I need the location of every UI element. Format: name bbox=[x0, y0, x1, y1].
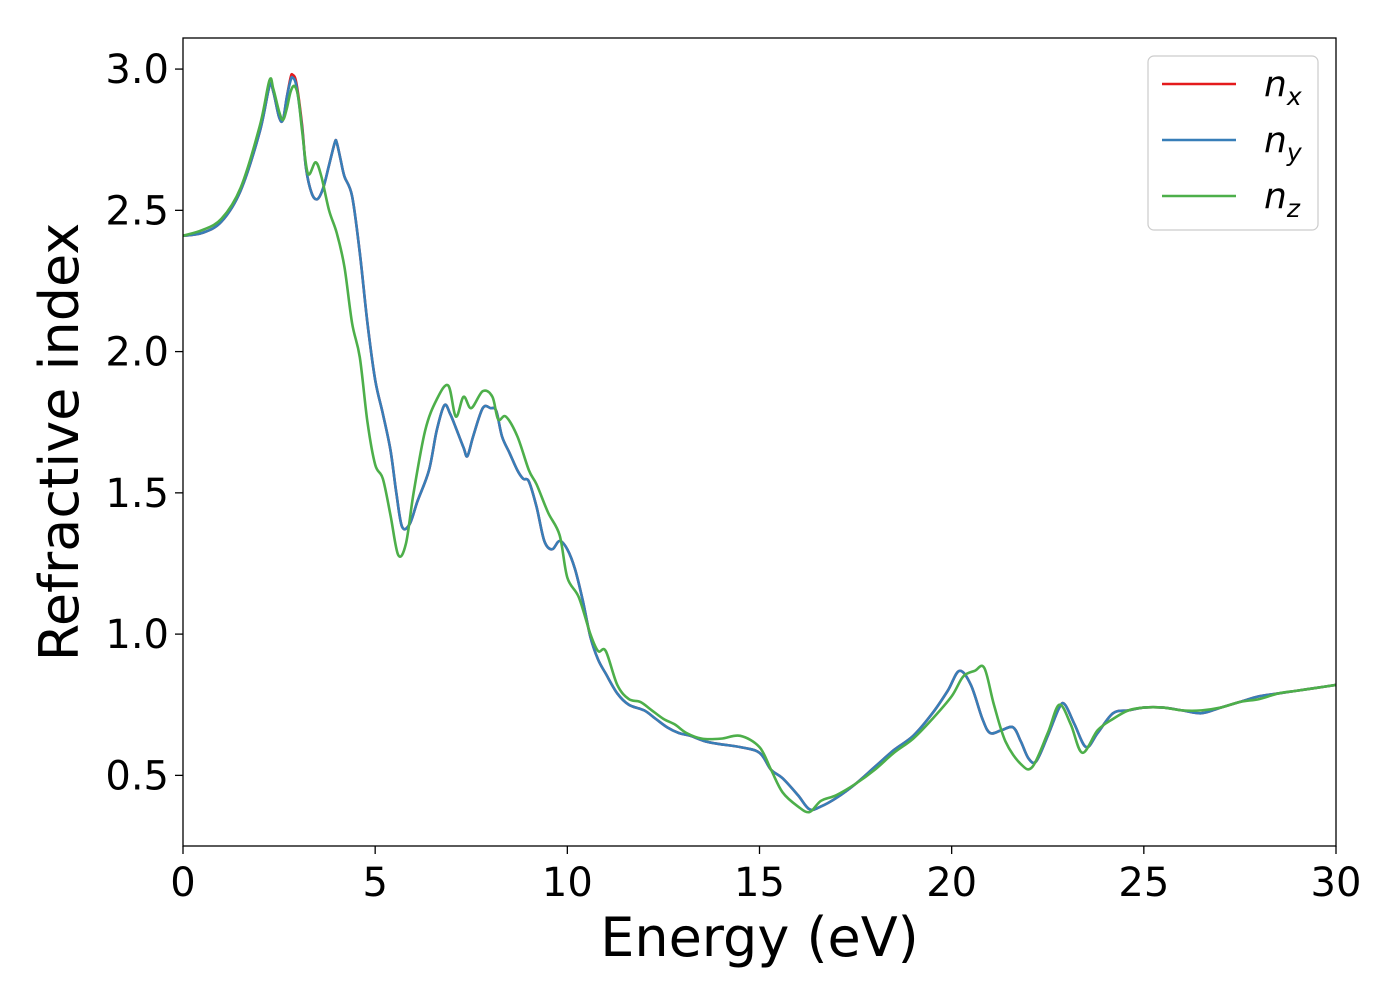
y-tick-label: 1.5 bbox=[105, 471, 169, 517]
series-layer bbox=[183, 72, 1336, 814]
legend-label-ny: ny bbox=[1264, 120, 1303, 167]
legend-box bbox=[1147, 55, 1319, 231]
x-tick-label: 15 bbox=[734, 860, 785, 906]
y-tick-label: 3.0 bbox=[105, 47, 169, 93]
y-tick-label: 0.5 bbox=[105, 753, 169, 799]
legend: nx ny nz bbox=[1147, 55, 1319, 231]
x-tick-label: 20 bbox=[926, 860, 977, 906]
x-tick-label: 30 bbox=[1311, 860, 1362, 906]
y-tick-label: 1.0 bbox=[105, 612, 169, 658]
x-tick-label: 0 bbox=[170, 860, 195, 906]
x-axis-ticks: 0 5 10 15 20 25 30 bbox=[170, 846, 1361, 906]
legend-label-nx: nx bbox=[1264, 64, 1302, 111]
x-tick-label: 5 bbox=[362, 860, 387, 906]
y-axis-title: Refractive index bbox=[28, 223, 91, 662]
y-tick-label: 2.5 bbox=[105, 188, 169, 234]
y-axis-ticks: 0.5 1.0 1.5 2.0 2.5 3.0 bbox=[105, 47, 183, 799]
x-axis-title: Energy (eV) bbox=[600, 906, 919, 969]
x-tick-label: 25 bbox=[1118, 860, 1169, 906]
legend-label-nz: nz bbox=[1264, 176, 1301, 223]
series-line-nz bbox=[183, 77, 1336, 814]
x-tick-label: 10 bbox=[542, 860, 593, 906]
y-tick-label: 2.0 bbox=[105, 330, 169, 376]
